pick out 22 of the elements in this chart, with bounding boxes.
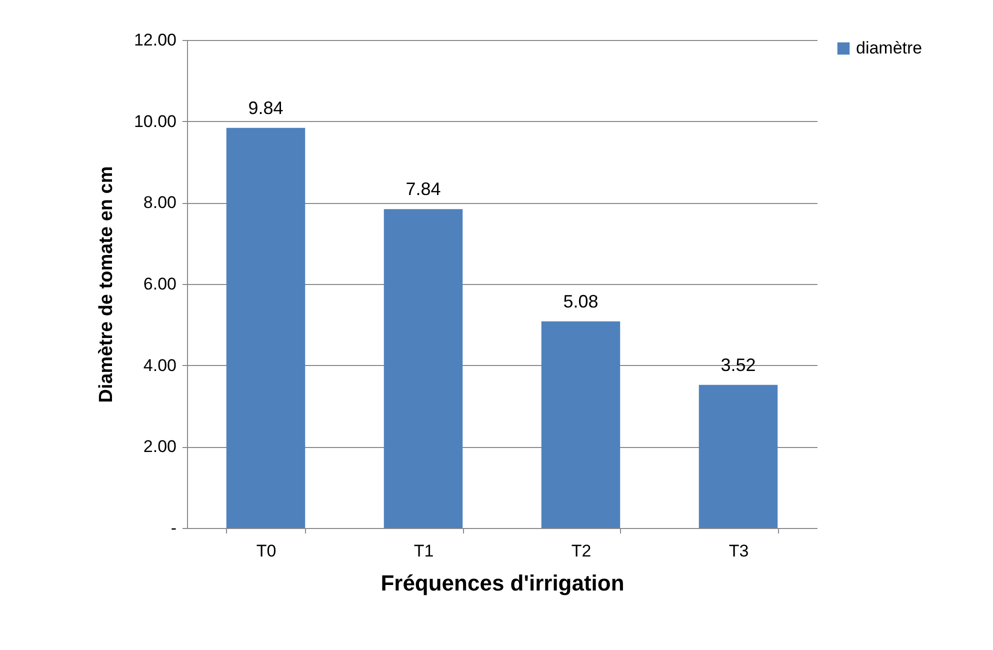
y-tick-label: 2.00 <box>143 437 176 456</box>
x-axis-title: Fréquences d'irrigation <box>380 570 624 596</box>
y-tick-label: 6.00 <box>143 274 176 294</box>
y-tick-label: 10.00 <box>134 112 176 131</box>
x-tick-label: T3 <box>728 542 749 560</box>
bar <box>698 384 778 528</box>
x-tick-label: T2 <box>571 542 592 560</box>
y-tick-label: 4.00 <box>143 356 176 375</box>
legend-label: diamètre <box>856 38 922 58</box>
y-tick-label: 12.00 <box>134 30 176 50</box>
x-tick-label: T0 <box>256 542 276 560</box>
bar <box>226 128 306 528</box>
y-tick-label: 8.00 <box>143 193 176 212</box>
bar <box>541 321 620 528</box>
y-axis-title: Diamètre de tomate en cm <box>96 166 117 403</box>
data-label: 5.08 <box>563 291 598 312</box>
x-tick-label: T1 <box>414 542 434 560</box>
data-label: 9.84 <box>248 98 284 118</box>
y-tick-label: - <box>170 518 176 538</box>
data-label: 7.84 <box>406 179 441 200</box>
data-label: 3.52 <box>720 354 756 375</box>
bar <box>384 209 463 528</box>
